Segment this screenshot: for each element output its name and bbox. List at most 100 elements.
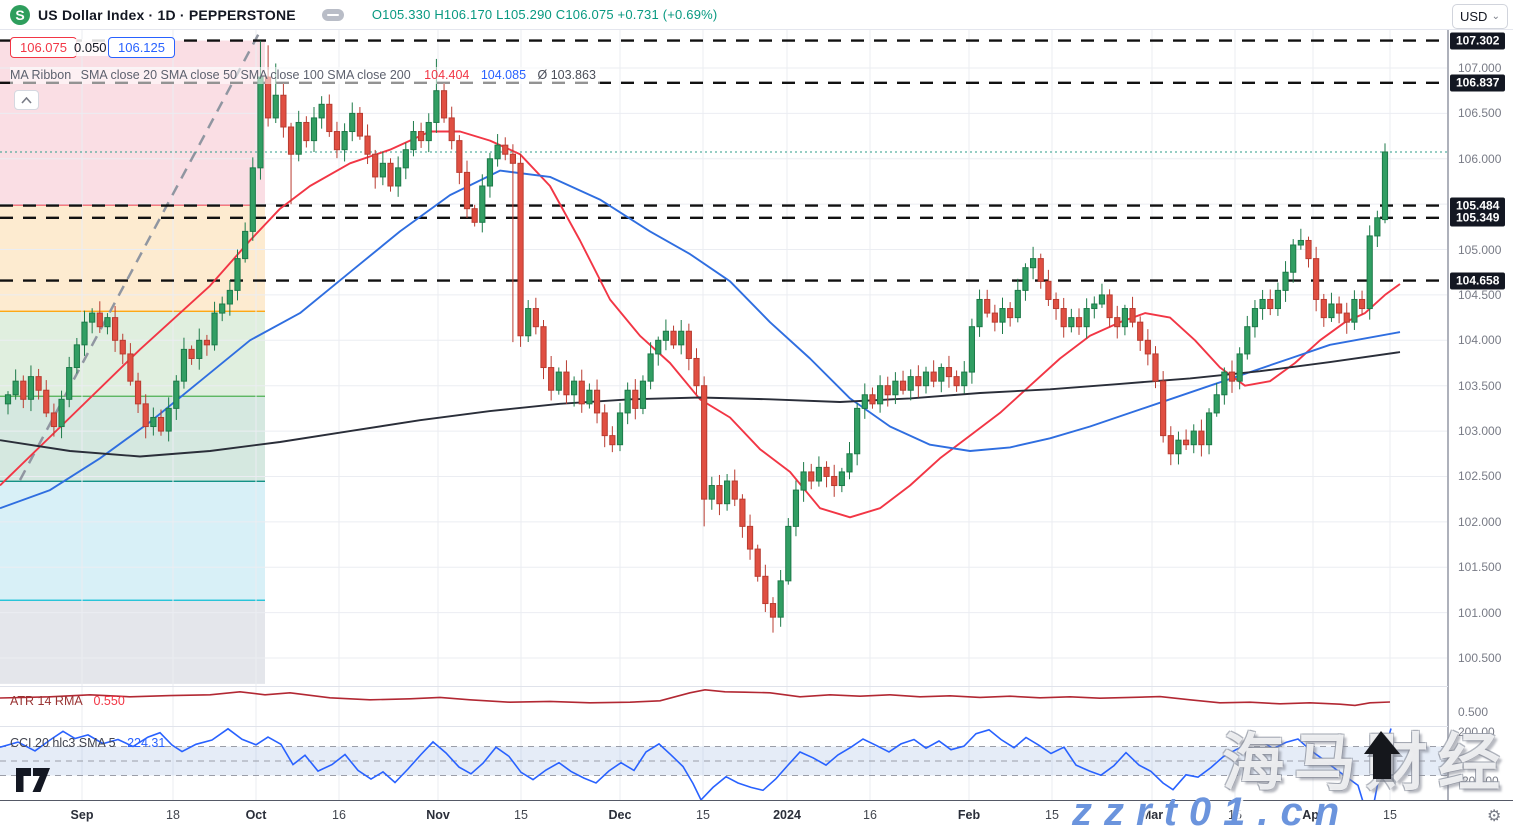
price-level-badge: 105.349 — [1450, 209, 1506, 227]
atr-legend[interactable]: ATR 14 RMA 0.550 — [10, 694, 125, 708]
price-scale-label: 103.000 — [1458, 424, 1502, 439]
candle-body — [792, 489, 800, 527]
ma-line — [0, 351, 1401, 458]
tradingview-logo-icon[interactable] — [16, 768, 50, 797]
candle-body — [1205, 412, 1213, 446]
candle-body — [196, 339, 203, 359]
candle-body — [326, 103, 333, 133]
ma-ribbon-value-avg: Ø 103.863 — [537, 68, 596, 82]
candle-body — [525, 308, 532, 337]
candle-body — [1305, 239, 1312, 260]
price-scale-label: 104.000 — [1458, 333, 1502, 348]
price-scale-label: 100.500 — [1458, 651, 1502, 665]
candle-body — [846, 453, 853, 473]
candle-body — [655, 339, 662, 355]
candle-body — [540, 326, 547, 369]
candle-body — [1045, 280, 1052, 300]
symbol-logo-icon[interactable]: S — [10, 4, 30, 25]
gear-icon[interactable]: ⚙ — [1487, 808, 1502, 825]
zone-band — [0, 396, 265, 482]
candle-body — [831, 475, 838, 487]
candle-body — [662, 330, 669, 341]
ma-ribbon-legend[interactable]: MA Ribbon SMA close 20 SMA close 50 SMA … — [10, 67, 600, 84]
candle-body — [701, 385, 708, 500]
candle-body — [823, 466, 830, 477]
candle-body — [815, 466, 822, 482]
price-chart[interactable] — [0, 30, 1448, 800]
candle-body — [892, 380, 899, 396]
candle-body — [341, 131, 348, 151]
time-axis-label: 18 — [166, 808, 180, 822]
candle-body — [945, 367, 953, 378]
currency-dropdown[interactable]: USD ⌄ — [1452, 4, 1508, 29]
candle-body — [1052, 298, 1060, 310]
price-scale-label: 101.000 — [1458, 605, 1502, 620]
range-tool-high-price[interactable]: 106.125 — [108, 37, 175, 58]
candle-body — [1336, 303, 1343, 314]
collapse-legend-button[interactable] — [14, 90, 39, 110]
candle-body — [1007, 308, 1014, 319]
hide-indicator-icon[interactable] — [321, 8, 344, 21]
candle-body — [418, 131, 425, 142]
candle-body — [27, 376, 35, 400]
pane-separator-atr[interactable] — [0, 686, 1513, 687]
candle-body — [1244, 326, 1251, 355]
candle-body — [287, 126, 295, 155]
candle-body — [1198, 430, 1205, 446]
candle-body — [1160, 380, 1167, 437]
ma-ribbon-value-red: 104.404 — [424, 68, 470, 82]
candle-body — [869, 394, 876, 405]
candle-body — [1137, 321, 1144, 341]
candle-body — [907, 376, 914, 391]
time-axis-label: 15 — [514, 808, 528, 822]
candle-body — [693, 357, 700, 387]
ma-ribbon-title: MA Ribbon — [10, 68, 72, 82]
candle-body — [1152, 353, 1159, 382]
candle-body — [1320, 298, 1327, 319]
time-axis[interactable]: Sep 18 Oct 16 Nov 15 Dec 15 2024 16 Feb 15 Mar 15 Apr 1… — [0, 800, 1513, 834]
time-axis-label: Sep — [70, 808, 94, 822]
range-tool-low-price[interactable]: 106.075 — [10, 37, 77, 58]
candle-body — [234, 258, 241, 291]
price-level-badge: 106.837 — [1450, 74, 1506, 92]
candle-body — [1114, 317, 1121, 328]
candle-body — [134, 380, 142, 405]
pane-separator-cci[interactable] — [0, 726, 1513, 727]
candle-body — [440, 90, 448, 119]
candle-body — [1183, 439, 1190, 446]
candle-body — [754, 548, 761, 577]
candle-body — [632, 389, 639, 409]
candle-body — [639, 380, 647, 409]
candle-body — [142, 403, 149, 428]
candle-body — [295, 121, 302, 155]
candle-body — [517, 162, 524, 337]
indicator-scale-label: -200.00 — [1458, 774, 1499, 788]
candle-body — [127, 353, 134, 382]
candle-body — [402, 149, 409, 169]
candle-body — [303, 121, 310, 142]
price-scale[interactable]: 107.000 106.500 106.000 105.000 104.500 104.0… — [1448, 30, 1513, 800]
cci-legend[interactable]: CCI 20 hlc3 SMA 5 224.31 — [10, 736, 165, 750]
candle-body — [976, 298, 983, 328]
candle-body — [272, 94, 279, 119]
candle-body — [73, 344, 80, 369]
candle-body — [119, 339, 126, 355]
ma-ribbon-params: SMA close 20 SMA close 50 SMA close 100 … — [80, 68, 411, 82]
candle-body — [479, 185, 486, 223]
candle-body — [1190, 430, 1197, 446]
candle-body — [150, 416, 157, 428]
candle-body — [571, 380, 578, 396]
top-toolbar: S US Dollar Index · 1D · PEPPERSTONE O10… — [0, 0, 1513, 30]
candle-body — [1075, 317, 1083, 328]
time-axis-label: 15 — [696, 808, 710, 822]
candle-body — [769, 603, 777, 618]
candle-body — [808, 471, 815, 482]
candle-body — [624, 389, 631, 414]
candle-body — [1060, 308, 1067, 328]
price-scale-label: 106.000 — [1458, 151, 1502, 166]
symbol-title[interactable]: US Dollar Index · 1D · PEPPERSTONE — [38, 6, 296, 23]
zone-band — [0, 600, 265, 684]
candle-body — [593, 389, 601, 414]
price-scale-label: 105.000 — [1458, 242, 1502, 257]
